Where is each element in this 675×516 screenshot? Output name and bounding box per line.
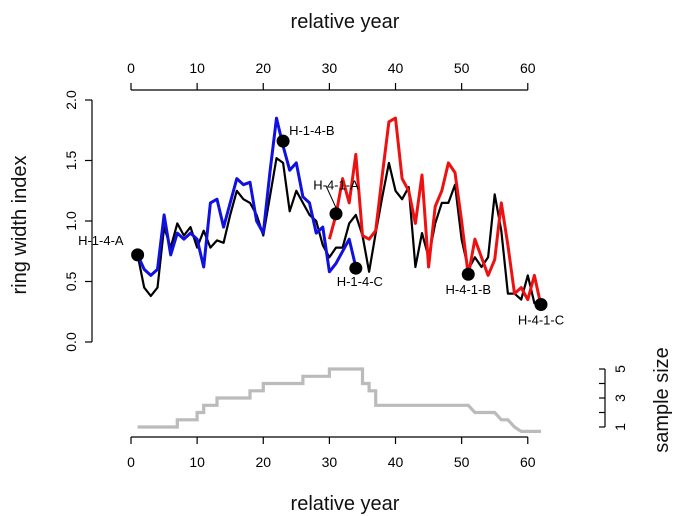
top-x-axis: 0 10 20 30 40 50 60	[127, 60, 536, 91]
bottom-x-tick-label: 60	[520, 454, 536, 470]
series-black-line	[136, 157, 542, 307]
sample-marker-label: H-1-4-B	[289, 123, 335, 138]
top-x-tick-label: 20	[255, 60, 271, 76]
sample-marker-label: H-1-4-A	[78, 233, 124, 248]
top-x-tick-label: 30	[322, 60, 338, 76]
ring-width-series	[136, 116, 543, 307]
top-x-tick-label: 0	[127, 60, 135, 76]
sample-size-tick-label: 5	[612, 365, 628, 373]
sample-size-y-axis: 1 3 5	[599, 365, 628, 431]
sample-size-line	[137, 367, 541, 433]
sample-marker-label: H-4-1-C	[518, 312, 564, 327]
y-tick-label: 1.0	[63, 211, 79, 231]
bottom-x-axis: 0 10 20 30 40 50 60	[127, 436, 536, 470]
sample-size-tick-label: 1	[612, 423, 628, 431]
sample-marker-point	[461, 267, 475, 281]
bottom-x-axis-title: relative year	[291, 493, 400, 515]
ring-width-axis-title: ring width index	[9, 156, 31, 295]
top-x-tick-label: 50	[454, 60, 470, 76]
ring-width-y-axis: 0.0 0.5 1.0 1.5 2.0	[63, 90, 93, 352]
bottom-x-tick-label: 40	[388, 454, 404, 470]
sample-size-axis-title: sample size	[651, 347, 673, 453]
sample-marker-label: H-1-4-C	[337, 274, 383, 289]
y-tick-label: 0.0	[63, 332, 79, 352]
bottom-x-tick-label: 50	[454, 454, 470, 470]
sample-marker-point	[329, 207, 343, 221]
bottom-x-tick-label: 10	[189, 454, 205, 470]
top-x-tick-label: 10	[189, 60, 205, 76]
sample-marker-point	[131, 248, 145, 262]
top-x-tick-label: 60	[520, 60, 536, 76]
sample-size-series	[137, 367, 541, 433]
bottom-x-tick-label: 20	[255, 454, 271, 470]
sample-markers: H-1-4-A H-1-4-B H-4-1-A H-1-4-C H-4-1-B H-4-1…	[78, 123, 564, 327]
bottom-x-tick-label: 30	[322, 454, 338, 470]
bottom-x-tick-label: 0	[127, 454, 135, 470]
y-tick-label: 0.5	[63, 272, 79, 292]
y-tick-label: 2.0	[63, 90, 79, 110]
top-x-tick-label: 40	[388, 60, 404, 76]
sample-marker-label: H-4-1-A	[313, 178, 359, 193]
sample-size-tick-label: 3	[612, 394, 628, 402]
y-tick-label: 1.5	[63, 151, 79, 171]
series-red-line	[327, 116, 543, 307]
sample-marker-point	[276, 134, 290, 148]
series-blue-line	[136, 116, 358, 277]
sample-marker-label: H-4-1-B	[446, 282, 492, 297]
sample-marker-point	[349, 261, 363, 275]
marker-leader-line	[325, 185, 337, 208]
top-x-axis-title: relative year	[291, 11, 400, 33]
sample-marker-point	[534, 297, 548, 311]
